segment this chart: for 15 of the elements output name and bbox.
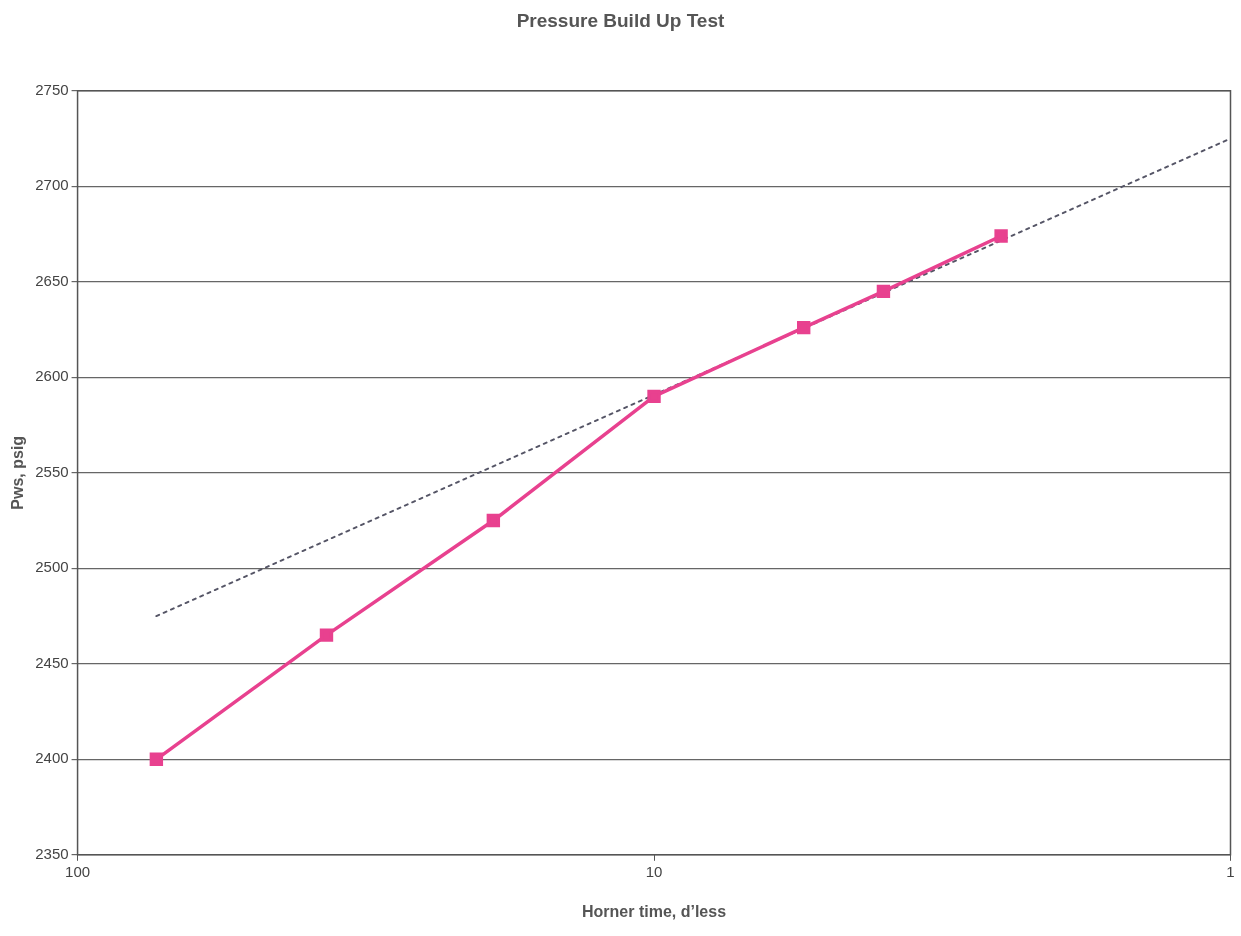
y-tick-label: 2700	[35, 176, 69, 194]
y-tick-label: 2600	[35, 367, 69, 385]
y-tick-label: 2350	[35, 844, 69, 862]
y-axis-title: Pws, psig	[9, 435, 27, 510]
x-tick-label: 100	[65, 862, 91, 880]
x-tick-label: 1	[1226, 862, 1235, 880]
y-tick-label: 2750	[35, 80, 69, 98]
chart-title: Pressure Build Up Test	[516, 9, 725, 31]
x-axis-title: Horner time, d’less	[582, 902, 727, 920]
y-tick-label: 2550	[35, 462, 69, 480]
y-tick-label: 2400	[35, 749, 69, 767]
y-tick-label: 2650	[35, 271, 69, 289]
y-tick-label: 2500	[35, 558, 69, 576]
y-tick-label: 2450	[35, 653, 69, 671]
x-tick-label: 10	[645, 862, 663, 880]
